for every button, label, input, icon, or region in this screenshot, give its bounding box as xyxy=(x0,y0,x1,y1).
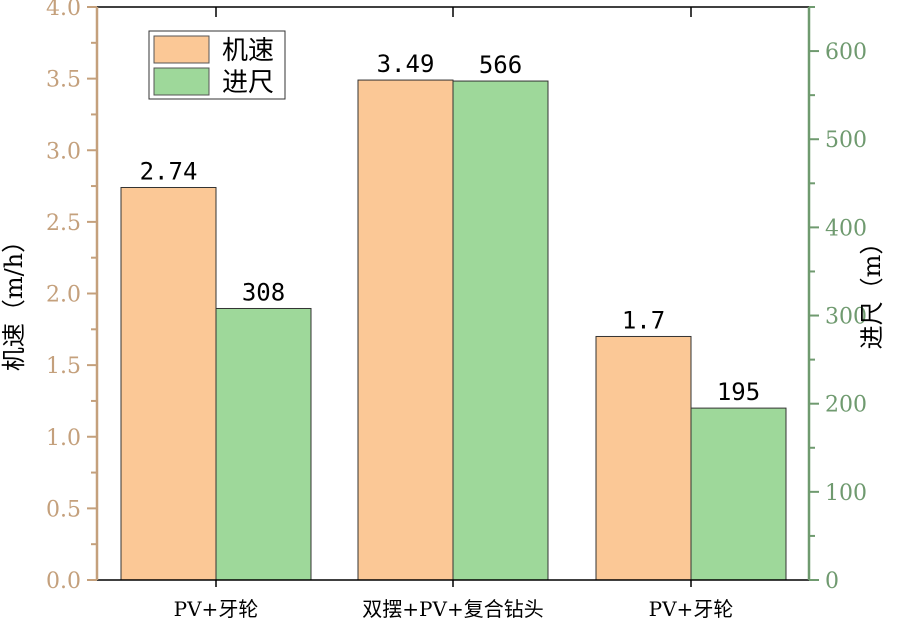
y2-axis-label: 进尺（m） xyxy=(858,231,886,350)
y2-tick-label: 300 xyxy=(825,305,867,330)
legend-swatch-footage xyxy=(153,67,210,96)
bar-footage-0 xyxy=(215,307,312,581)
y-tick-label: 1.5 xyxy=(46,354,81,379)
y-tick-label: 2.0 xyxy=(46,283,81,308)
data-label: 566 xyxy=(479,51,522,79)
bar-footage-2 xyxy=(690,407,787,581)
y2-tick-label: 100 xyxy=(825,481,867,506)
data-label: 308 xyxy=(242,278,285,306)
bar-speed-0 xyxy=(120,186,217,581)
legend-label-speed: 机速 xyxy=(222,36,274,66)
y-axis-label: 机速（m/h） xyxy=(0,229,28,371)
y-tick-label: 2.5 xyxy=(46,211,81,236)
y2-tick-label: 600 xyxy=(825,40,867,65)
data-label: 3.49 xyxy=(377,50,435,78)
y2-tick-label: 200 xyxy=(825,393,867,418)
y-tick-label: 3.0 xyxy=(46,139,81,164)
y-tick-label: 4.0 xyxy=(46,0,81,21)
y-tick-label: 0.0 xyxy=(46,569,81,594)
legend-swatch-speed xyxy=(153,35,210,64)
x-tick-label: 双摆+PV+复合钻头 xyxy=(362,597,543,621)
data-label: 195 xyxy=(717,378,760,406)
x-tick-label: PV+牙轮 xyxy=(174,597,259,621)
y2-tick-label: 500 xyxy=(825,128,867,153)
y-tick-label: 1.0 xyxy=(46,426,81,451)
y-tick-label: 0.5 xyxy=(46,497,81,522)
x-tick-label: PV+牙轮 xyxy=(649,597,734,621)
data-label: 2.74 xyxy=(140,157,198,185)
bar-speed-2 xyxy=(595,335,692,581)
bar-speed-1 xyxy=(357,79,454,581)
y2-tick-label: 400 xyxy=(825,216,867,241)
bar-footage-1 xyxy=(452,80,549,581)
legend: 机速 进尺 xyxy=(148,30,286,100)
y2-tick-label: 0 xyxy=(825,569,839,594)
legend-label-footage: 进尺 xyxy=(222,68,274,98)
y-tick-label: 3.5 xyxy=(46,68,81,93)
data-label: 1.7 xyxy=(622,306,665,334)
